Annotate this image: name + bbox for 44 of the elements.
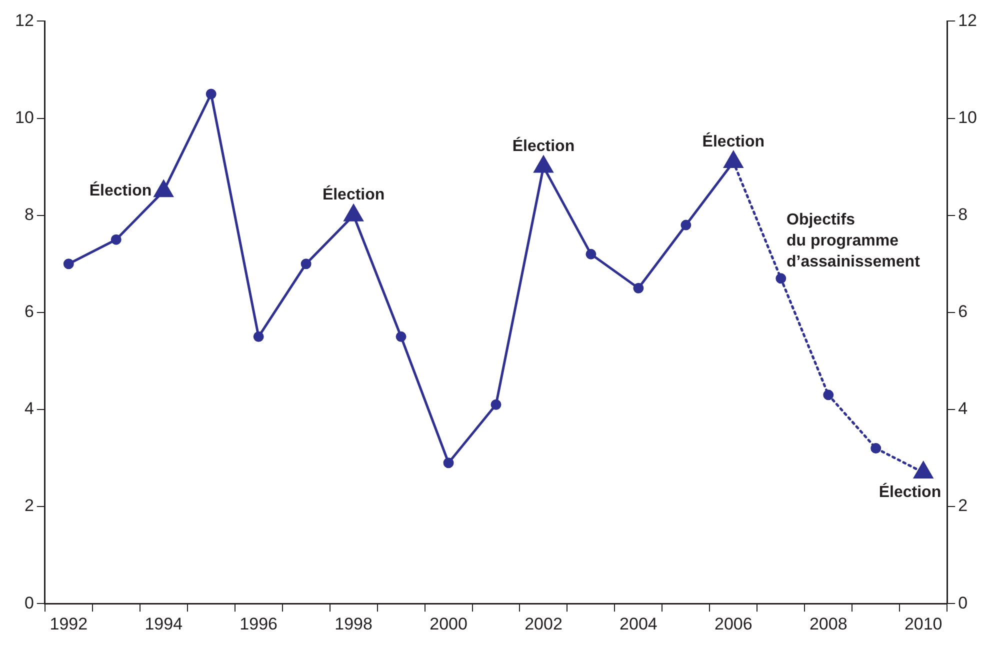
x-tick-label: 2004 bbox=[620, 614, 658, 634]
annotation: Objectifs du programme d’assainissement bbox=[786, 211, 921, 270]
x-tick-label: 1994 bbox=[144, 614, 183, 634]
y2-tick-label: 0 bbox=[958, 593, 968, 612]
annotation: Élection bbox=[89, 180, 152, 200]
point bbox=[396, 331, 406, 342]
x-tick-label: 2000 bbox=[430, 614, 468, 634]
y-tick-label: 4 bbox=[24, 399, 34, 418]
x-tick-label: 1998 bbox=[334, 614, 372, 634]
point bbox=[443, 458, 454, 468]
point bbox=[110, 234, 122, 245]
y-tick-label: 2 bbox=[24, 496, 34, 516]
annotation: Élection bbox=[512, 136, 575, 156]
y2-tick-label: 12 bbox=[958, 10, 978, 30]
point bbox=[586, 248, 596, 260]
point bbox=[870, 443, 882, 454]
point bbox=[776, 273, 786, 284]
point bbox=[680, 220, 692, 230]
x-tick-label: 1992 bbox=[50, 614, 88, 634]
x-tick-label: 2008 bbox=[809, 614, 848, 634]
x-tick-label: 2010 bbox=[904, 614, 942, 634]
y-tick-label: 6 bbox=[24, 302, 34, 322]
point bbox=[490, 399, 502, 410]
x-tick-label: 1996 bbox=[240, 614, 278, 634]
point bbox=[253, 331, 264, 342]
annotation: Élection bbox=[702, 131, 765, 150]
y2-tick-label: 2 bbox=[958, 496, 968, 516]
point bbox=[823, 390, 834, 400]
y2-tick-label: 8 bbox=[958, 205, 968, 224]
y-tick-label: 12 bbox=[14, 10, 34, 30]
y-tick-label: 8 bbox=[24, 205, 34, 224]
y2-tick-label: 6 bbox=[958, 302, 968, 322]
y2-tick-label: 10 bbox=[958, 108, 978, 127]
x-tick-label: 2006 bbox=[714, 614, 752, 634]
annotation: Élection bbox=[322, 184, 385, 204]
y-tick-label: 0 bbox=[24, 593, 34, 612]
y-tick-label: 10 bbox=[14, 108, 34, 127]
point bbox=[633, 282, 644, 294]
annotation: Élection bbox=[878, 482, 942, 501]
x-tick-label: 2002 bbox=[524, 614, 562, 634]
y2-tick-label: 4 bbox=[958, 399, 968, 418]
point bbox=[206, 88, 216, 100]
point bbox=[63, 258, 74, 270]
point bbox=[300, 258, 312, 270]
